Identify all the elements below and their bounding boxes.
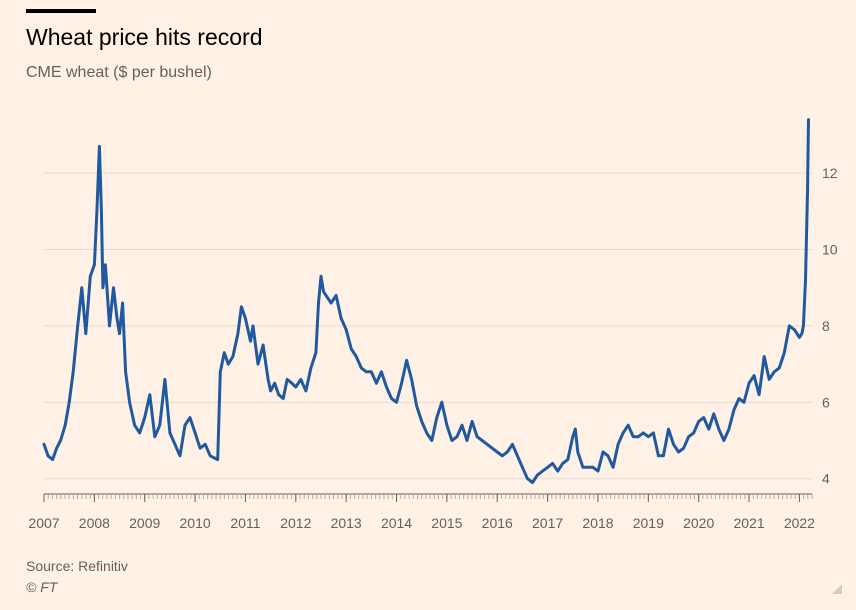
- x-tick-label: 2007: [28, 515, 59, 531]
- x-tick-label: 2020: [683, 515, 714, 531]
- x-tick-label: 2019: [633, 515, 664, 531]
- x-tick-label: 2022: [784, 515, 815, 531]
- x-tick-label: 2009: [129, 515, 160, 531]
- x-tick-label: 2013: [331, 515, 362, 531]
- x-tick-label: 2017: [532, 515, 563, 531]
- x-tick-label: 2012: [280, 515, 311, 531]
- x-tick-label: 2011: [230, 515, 260, 531]
- x-tick-label: 2014: [381, 515, 412, 531]
- y-tick-label: 4: [822, 471, 830, 487]
- gridlines: [44, 172, 812, 480]
- x-tick-label: 2008: [79, 515, 110, 531]
- y-axis: 4 6 8 10 12: [822, 165, 838, 487]
- x-tick-label: 2016: [482, 515, 513, 531]
- y-tick-label: 8: [822, 318, 830, 334]
- y-tick-label: 10: [822, 242, 838, 258]
- series-layer: [42, 118, 810, 484]
- x-tick-label: 2015: [431, 515, 462, 531]
- x-tick-label: 2010: [180, 515, 211, 531]
- series-line-0: [42, 118, 810, 484]
- x-tick-label: 2021: [733, 515, 764, 531]
- resize-handle-icon: [832, 584, 842, 594]
- x-axis: 2007 2008 2009 2010 2011 2012 2013 2014 2015 2016…: [28, 493, 815, 531]
- credit-note: © FT: [26, 579, 58, 595]
- y-tick-label: 12: [822, 165, 838, 181]
- chart-subtitle: CME wheat ($ per bushel): [26, 64, 212, 81]
- y-tick-label: 6: [822, 394, 830, 410]
- x-tick-label: 2018: [582, 515, 613, 531]
- source-note: Source: Refinitiv: [26, 558, 128, 574]
- chart-title: Wheat price hits record: [26, 24, 263, 50]
- brand-bar: [26, 9, 96, 13]
